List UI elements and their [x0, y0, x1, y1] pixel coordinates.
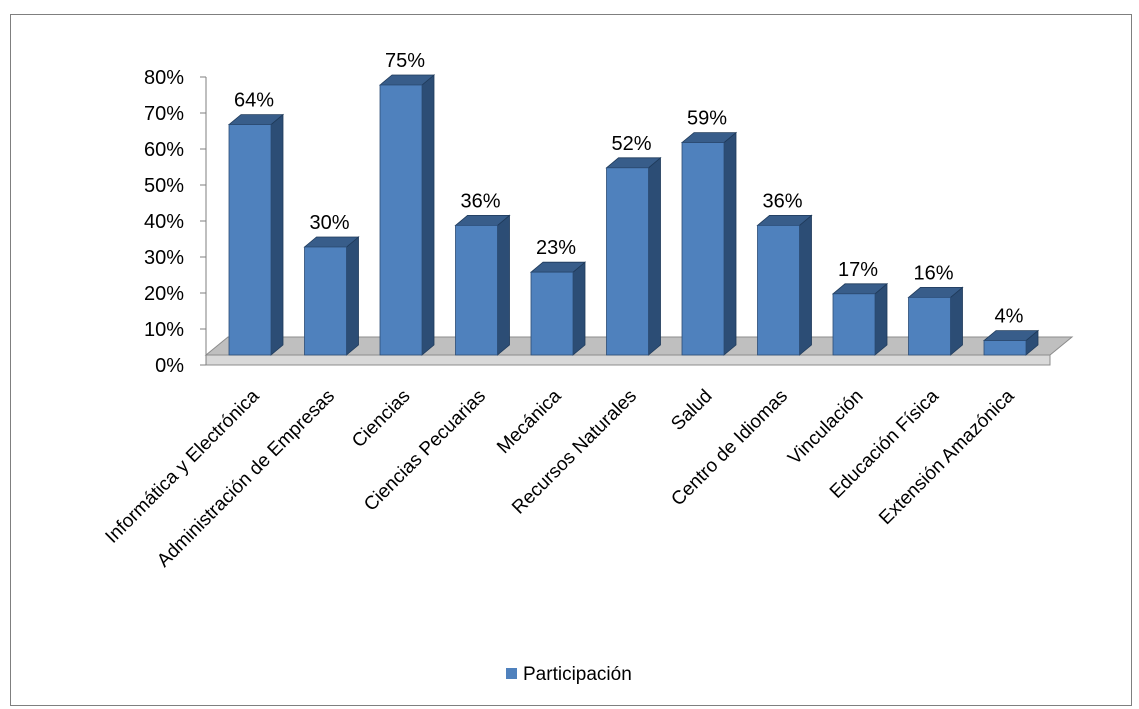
- bar-side: [799, 214, 812, 356]
- bar: [907, 286, 964, 356]
- bar-chart: 0% 10% 20% 30% 40% 50% 60% 70% 80% 64% 30% 75% 36% 2…: [102, 50, 1074, 685]
- data-label: 36%: [460, 190, 500, 212]
- bar-side: [723, 131, 737, 356]
- bar: [756, 214, 813, 356]
- data-label: 59%: [687, 108, 727, 130]
- y-tick-label: 20%: [144, 283, 184, 305]
- bar: [378, 74, 436, 356]
- data-labels: 64% 30% 75% 36% 23% 52% 59% 36% 17% 16% 4%: [234, 50, 1024, 328]
- data-label: 23%: [536, 237, 576, 259]
- category-label: Salud: [667, 386, 716, 435]
- bar-side: [421, 74, 435, 356]
- bar-front: [832, 293, 876, 356]
- category-labels: Informática y ElectrónicaAdministración …: [102, 385, 1019, 571]
- bar-front: [681, 142, 725, 356]
- bar: [303, 236, 360, 356]
- bar-front: [304, 246, 347, 356]
- category-label: Vinculación: [784, 386, 867, 469]
- data-label: 17%: [838, 259, 878, 281]
- y-tick-label: 10%: [144, 319, 184, 341]
- y-tick-label: 80%: [144, 67, 184, 89]
- data-label: 52%: [611, 133, 651, 155]
- bars: [227, 74, 1040, 356]
- chart-frame: 0% 10% 20% 30% 40% 50% 60% 70% 80% 64% 30% 75% 36% 2…: [10, 14, 1132, 706]
- bar-front: [757, 224, 800, 356]
- category-label: Ciencias: [348, 386, 414, 452]
- bar: [529, 261, 587, 356]
- bar-front: [983, 340, 1027, 356]
- bar-side: [270, 113, 284, 356]
- bar: [454, 214, 511, 356]
- bar: [227, 113, 285, 356]
- y-tick-label: 40%: [144, 211, 184, 233]
- legend: Participación: [506, 664, 632, 685]
- data-label: 36%: [762, 190, 802, 212]
- y-tick-label: 0%: [155, 355, 184, 377]
- bar-side: [950, 286, 963, 356]
- data-label: 30%: [309, 212, 349, 234]
- category-label: Mecánica: [493, 385, 566, 458]
- bar-side: [346, 236, 359, 356]
- bar: [605, 156, 662, 356]
- bar-front: [530, 271, 574, 356]
- data-label: 75%: [385, 50, 425, 72]
- legend-swatch: [506, 668, 517, 679]
- bar-side: [874, 282, 888, 356]
- legend-label: Participación: [523, 664, 632, 685]
- bar-front: [228, 124, 272, 356]
- category-label: Informática y Electrónica: [102, 385, 264, 547]
- y-tick-label: 70%: [144, 103, 184, 125]
- floor-front: [205, 354, 1051, 366]
- y-tick-label: 50%: [144, 175, 184, 197]
- y-axis: 0% 10% 20% 30% 40% 50% 60% 70% 80%: [144, 67, 207, 377]
- bar: [831, 282, 889, 356]
- bar-front: [379, 84, 423, 356]
- category-label: Extensión Amazónica: [875, 385, 1019, 529]
- data-label: 16%: [913, 262, 953, 284]
- bar: [680, 131, 738, 356]
- bar-side: [497, 214, 510, 356]
- bar-front: [606, 167, 649, 356]
- y-tick-label: 60%: [144, 139, 184, 161]
- data-label: 4%: [995, 306, 1024, 328]
- bar-side: [572, 261, 586, 356]
- data-label: 64%: [234, 90, 274, 112]
- bar-side: [648, 156, 661, 356]
- bar-front: [908, 296, 951, 356]
- category-label: Recursos Naturales: [508, 386, 641, 519]
- y-tick-label: 30%: [144, 247, 184, 269]
- bar: [982, 329, 1040, 356]
- bar-front: [455, 224, 498, 356]
